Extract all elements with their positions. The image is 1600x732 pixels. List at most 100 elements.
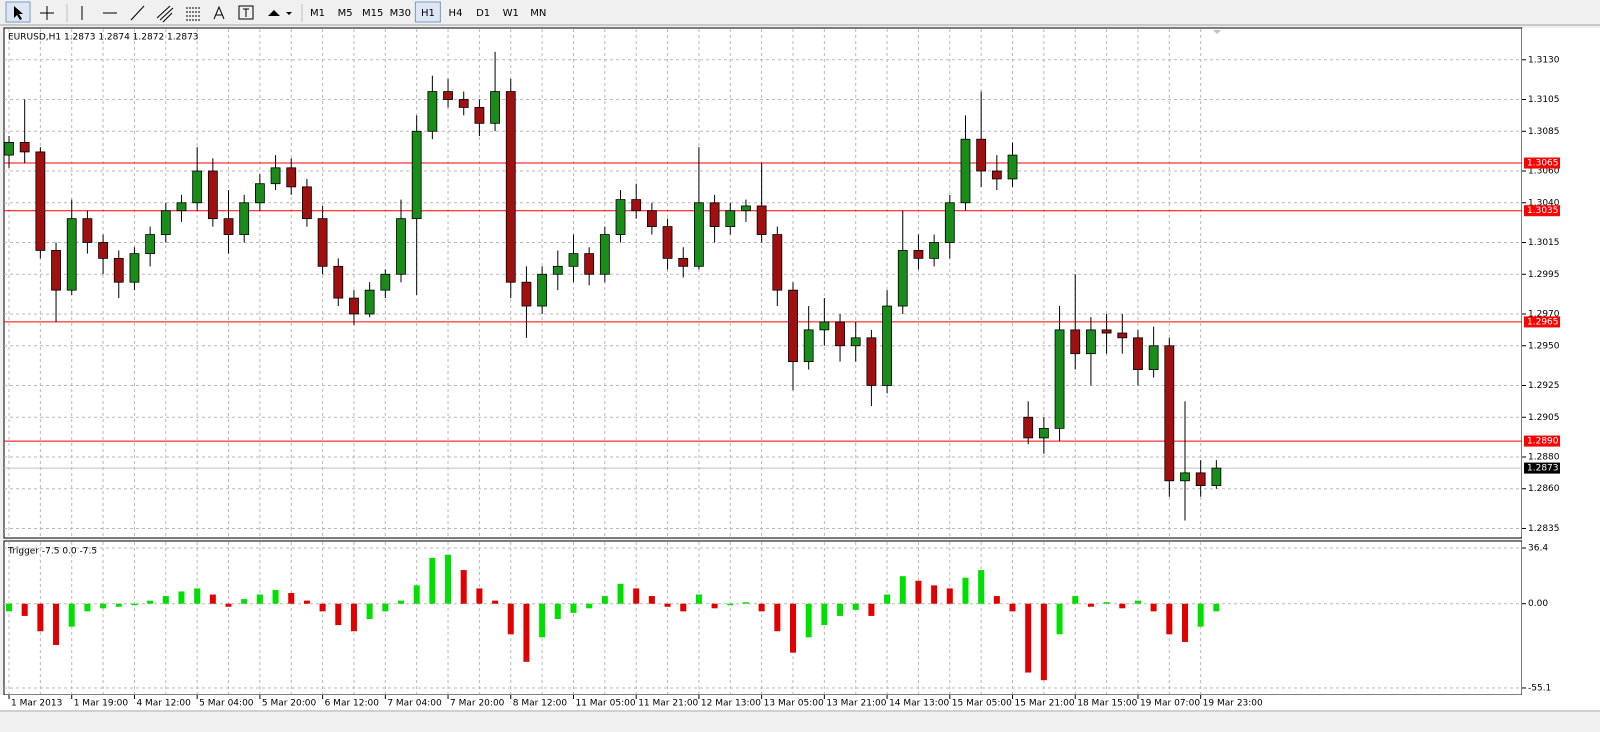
fibo-icon[interactable] [186,7,200,21]
candle-body [1133,337,1143,370]
timeframe-button[interactable]: M5 [338,8,353,19]
candle-body [411,130,422,220]
histogram-bar [1166,603,1173,635]
chart-info: EURUSD,H1 1.2873 1.2874 1.2872 1.2873 [8,33,199,43]
x-tick-label: 15 Mar 21:00 [1015,699,1075,709]
histogram-bar [429,557,436,604]
candle-body [192,170,203,204]
timeframe-button[interactable]: M15 [362,8,383,19]
label-icon[interactable] [238,5,254,20]
x-tick-label: 11 Mar 05:00 [575,699,635,709]
histogram-bar [1009,603,1016,612]
candle-body [396,218,406,275]
y-tick-label: 1.2860 [1528,484,1560,494]
label-icon-t [243,8,249,17]
candle-body [1195,472,1206,486]
candle-body [960,138,971,204]
candle-body [537,273,548,307]
histogram-bar [617,583,624,604]
candle-body [364,289,375,315]
channel-icon[interactable] [156,5,174,23]
candle-body [1070,329,1081,355]
candle-body [741,205,751,212]
candle-body [756,205,767,235]
candle-body [474,107,485,124]
histogram-bar [1197,603,1204,627]
histogram-bar [476,588,483,604]
last-price-tag [1524,462,1560,474]
histogram-bar [1150,603,1157,612]
candle-body [772,234,783,291]
indicator-pane [3,540,1523,696]
trendline-icon[interactable] [130,5,145,21]
candle-body [490,91,500,124]
candle-body [35,151,46,251]
histogram-bar [21,603,28,616]
candle-body [19,141,30,153]
histogram-bar [194,588,201,604]
candle-body [882,305,892,386]
histogram-bar [946,588,953,604]
y-tick-label: 1.2970 [1528,309,1560,319]
candle-body [552,265,563,275]
candle-body [113,257,124,283]
indicator-info: Trigger -7.5 0.0 -7.5 [7,547,97,557]
histogram-bar [68,603,75,627]
y-tick-label: 1.2905 [1528,413,1560,423]
candle-body [1164,345,1175,482]
x-tick-label: 15 Mar 05:00 [952,699,1012,709]
histogram-bar [1040,603,1047,681]
candle-body [1180,472,1190,482]
timeframe-button[interactable]: W1 [503,8,519,19]
histogram-bar [303,600,310,604]
timeframe-button[interactable]: H4 [449,8,463,19]
histogram-bar [1025,603,1032,673]
x-tick-label: 5 Mar 04:00 [199,699,254,709]
x-tick-label: 7 Mar 04:00 [387,699,442,709]
histogram-bar [790,603,796,653]
histogram-bar [664,603,671,607]
candle-body [254,183,265,204]
y-tick-label: 1.3105 [1528,95,1560,105]
histogram-bar [570,603,577,613]
timeframe-button[interactable]: D1 [476,8,490,19]
histogram-bar [931,585,938,604]
candle-body [4,141,14,156]
crosshair-icon[interactable] [40,6,54,20]
arrows-icon[interactable] [268,10,292,16]
level-tag [1524,316,1560,328]
timeframe-button[interactable]: M30 [390,8,411,19]
histogram-bar [6,603,12,612]
candle-body [302,186,312,220]
timeframe-active[interactable] [414,1,441,23]
histogram-bar [837,603,844,616]
x-tick-label: 7 Mar 20:00 [450,699,505,709]
candle-body [991,170,1002,180]
candle-body [897,250,908,307]
candle-body [866,337,877,386]
histogram-bar [1087,603,1094,607]
candle-body [1086,329,1096,355]
candle-body [631,199,642,212]
y-tick-label: 1.3040 [1528,198,1560,208]
histogram-bar [586,603,593,609]
timeframe-button[interactable]: M1 [310,8,325,19]
y-tick-label: 1.3060 [1528,166,1560,176]
candle-body [82,218,93,243]
histogram-bar [256,594,263,604]
x-tick-label: 13 Mar 05:00 [764,699,824,709]
candle-body [803,329,814,363]
candle-body [427,91,438,132]
histogram-bar [335,603,342,626]
histogram-bar [648,596,655,604]
y-tick-label: -55.1 [1528,683,1551,693]
histogram-bar [727,603,734,606]
candle-body [615,199,626,235]
histogram-bar [554,603,561,619]
candle-body [145,234,156,255]
text-icon[interactable] [213,5,225,20]
timeframe-button[interactable]: MN [530,8,546,19]
timeframe-button[interactable]: H1 [421,8,435,19]
last-price-label: 1.2873 [1527,464,1559,474]
